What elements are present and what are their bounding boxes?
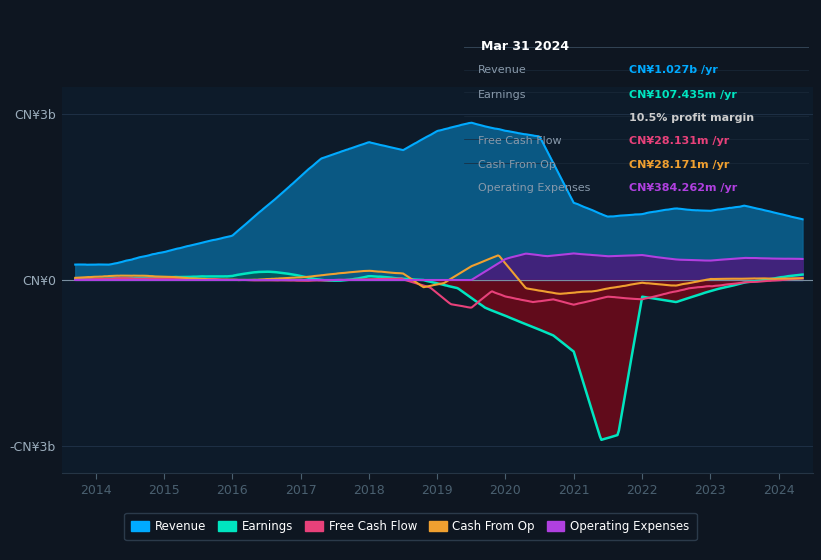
Text: CN¥28.171m /yr: CN¥28.171m /yr (630, 160, 730, 170)
Text: CN¥1.027b /yr: CN¥1.027b /yr (630, 64, 718, 74)
Text: 10.5% profit margin: 10.5% profit margin (630, 113, 754, 123)
Text: CN¥384.262m /yr: CN¥384.262m /yr (630, 183, 737, 193)
Text: Operating Expenses: Operating Expenses (478, 183, 590, 193)
Text: Cash From Op: Cash From Op (478, 160, 556, 170)
Text: Revenue: Revenue (478, 64, 526, 74)
Text: Earnings: Earnings (478, 90, 526, 100)
Text: Free Cash Flow: Free Cash Flow (478, 136, 562, 146)
Text: Mar 31 2024: Mar 31 2024 (481, 40, 569, 53)
Text: CN¥107.435m /yr: CN¥107.435m /yr (630, 90, 737, 100)
Text: CN¥28.131m /yr: CN¥28.131m /yr (630, 136, 730, 146)
Legend: Revenue, Earnings, Free Cash Flow, Cash From Op, Operating Expenses: Revenue, Earnings, Free Cash Flow, Cash … (124, 513, 697, 540)
